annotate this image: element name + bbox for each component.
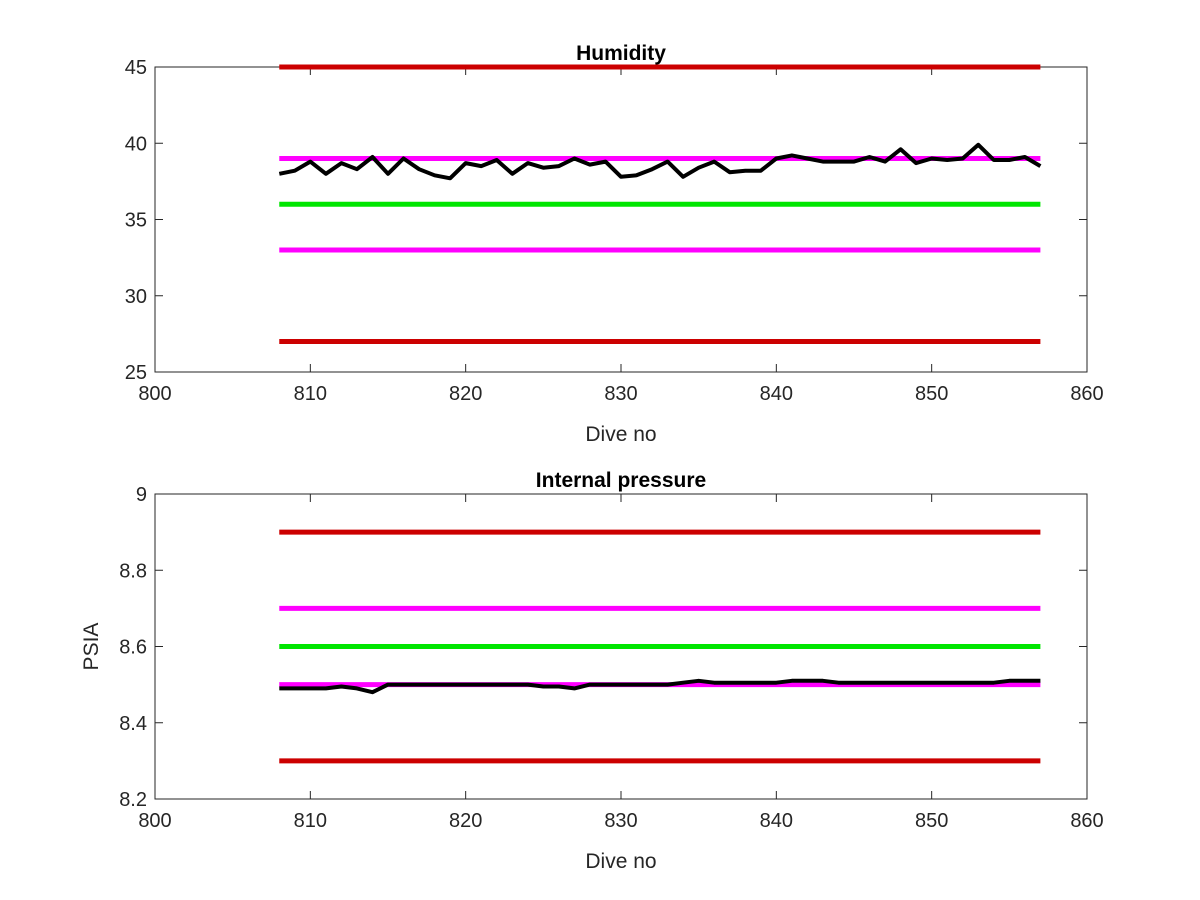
data-series-line [279,678,1041,695]
data-series-line [278,142,1042,181]
plot-title: Internal pressure [536,469,706,492]
x-tick-label: 810 [294,383,327,405]
x-tick-label: 860 [1070,810,1103,832]
x-tick-label: 800 [138,383,171,405]
x-tick-label: 840 [760,383,793,405]
x-tick-label: 810 [294,810,327,832]
y-tick-label: 45 [125,57,147,79]
y-tick-label: 8.2 [119,789,147,811]
x-tick-label: 850 [915,810,948,832]
y-tick-label: 35 [125,210,147,232]
y-tick-label: 25 [125,362,147,384]
x-axis-label: Dive no [585,850,656,873]
x-tick-label: 850 [915,383,948,405]
x-tick-label: 840 [760,810,793,832]
y-tick-label: 9 [136,484,147,506]
x-tick-label: 830 [604,383,637,405]
axes-box [154,66,1088,373]
x-tick-label: 830 [604,810,637,832]
x-tick-label: 820 [449,383,482,405]
subplot-2: 800 810 820 830 840 850 860 8.2 8.4 8.6 8.8 9 Intern… [80,469,1104,873]
plot-title: Humidity [576,42,666,65]
y-axis-label: PSIA [80,623,103,671]
y-tick-label: 8.4 [119,713,147,735]
x-tick-label: 860 [1070,383,1103,405]
x-axis-label: Dive no [585,423,656,446]
y-tick-label: 8.6 [119,637,147,659]
y-tick-label: 40 [125,133,147,155]
y-tick-label: 8.8 [119,560,147,582]
x-tick-label: 800 [138,810,171,832]
x-tick-label: 820 [449,810,482,832]
y-tick-label: 30 [125,286,147,308]
subplot-1: 800 810 820 830 840 850 860 25 30 35 40 45 Humidity D… [125,42,1104,446]
